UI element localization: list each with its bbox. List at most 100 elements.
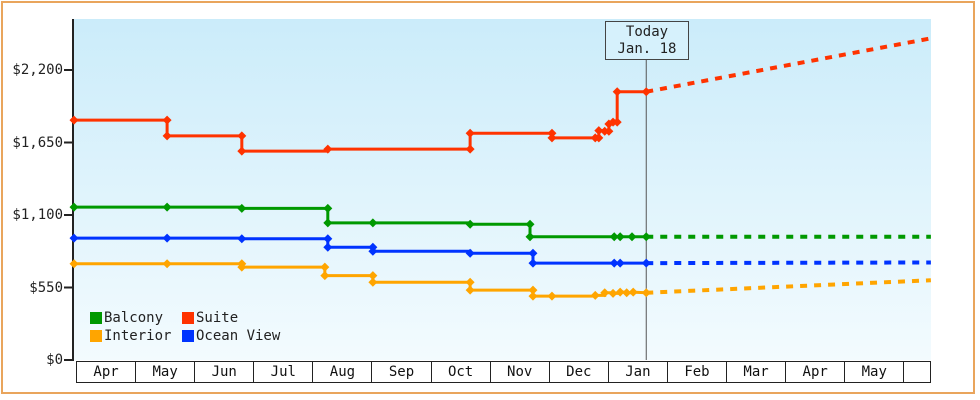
data-point-marker xyxy=(600,288,610,298)
legend-swatch-icon xyxy=(182,312,194,324)
chart-legend: Balcony Suite Interior Ocean View xyxy=(90,311,280,343)
data-point-marker xyxy=(641,232,651,242)
data-point-marker xyxy=(628,287,638,297)
legend-swatch-icon xyxy=(90,312,102,324)
data-point-marker xyxy=(237,203,247,213)
data-point-marker xyxy=(237,262,247,272)
data-point-marker xyxy=(604,126,614,136)
data-point-marker xyxy=(323,203,333,213)
data-point-marker xyxy=(615,258,625,268)
data-point-marker xyxy=(525,232,535,242)
data-point-marker xyxy=(594,126,604,136)
data-point-marker xyxy=(368,218,378,228)
price-line-interior xyxy=(74,262,647,298)
data-point-marker xyxy=(622,288,632,298)
data-point-marker xyxy=(69,233,79,243)
data-point-marker xyxy=(69,259,79,269)
legend-item-interior: Interior xyxy=(90,329,182,343)
data-point-marker xyxy=(525,219,535,229)
data-point-marker xyxy=(465,128,475,138)
data-point-marker xyxy=(528,285,538,295)
legend-label: Ocean View xyxy=(196,328,281,344)
data-point-marker xyxy=(323,234,333,244)
plot-area-background xyxy=(74,19,931,360)
data-point-marker xyxy=(641,87,651,97)
today-annotation-line1: Today xyxy=(625,23,669,40)
legend-swatch-icon xyxy=(90,330,102,342)
data-point-marker xyxy=(465,277,475,287)
data-point-marker xyxy=(368,277,378,287)
data-point-marker xyxy=(368,246,378,256)
month-label-oct: Oct xyxy=(430,362,490,382)
data-point-marker xyxy=(162,259,172,269)
data-point-marker xyxy=(547,128,557,138)
data-point-marker xyxy=(641,288,651,298)
data-point-marker xyxy=(162,202,172,212)
today-annotation-line2: Jan. 18 xyxy=(617,40,677,57)
data-point-marker xyxy=(162,131,172,141)
data-point-marker xyxy=(465,248,475,258)
data-point-marker xyxy=(237,234,247,244)
data-point-marker xyxy=(641,258,651,268)
page-border-frame xyxy=(1,1,975,394)
price-line-balcony xyxy=(74,205,647,239)
month-label-may: May xyxy=(844,362,903,382)
month-label-apr: Apr xyxy=(76,362,135,382)
data-point-marker xyxy=(162,115,172,125)
projection-line-ocean-view xyxy=(646,260,931,266)
month-label-jan: Jan xyxy=(607,362,667,382)
data-point-marker xyxy=(528,258,538,268)
month-label-jun: Jun xyxy=(194,362,253,382)
data-point-marker xyxy=(528,291,538,301)
legend-label: Interior xyxy=(104,328,172,344)
data-point-marker xyxy=(237,146,247,156)
data-point-marker xyxy=(465,144,475,154)
data-point-marker xyxy=(320,271,330,281)
legend-label: Suite xyxy=(196,310,239,326)
month-label-sep: Sep xyxy=(371,362,430,382)
month-label-mar: Mar xyxy=(726,362,785,382)
data-point-marker xyxy=(609,258,619,268)
legend-item-balcony: Balcony xyxy=(90,311,182,325)
month-label-aug: Aug xyxy=(312,362,371,382)
month-label-nov: Nov xyxy=(489,362,549,382)
data-point-marker xyxy=(465,219,475,229)
today-annotation-box: Today Jan. 18 xyxy=(605,21,689,60)
projection-line-suite xyxy=(645,36,932,94)
projection-line-interior xyxy=(646,278,931,295)
data-point-marker xyxy=(547,133,557,143)
data-point-marker xyxy=(320,262,330,272)
y-axis-tick-label: $0 xyxy=(46,352,63,368)
data-point-marker xyxy=(612,117,622,127)
data-point-marker xyxy=(609,232,619,242)
month-label-jul: Jul xyxy=(253,362,312,382)
month-label-may: May xyxy=(135,362,194,382)
data-point-marker xyxy=(237,131,247,141)
data-point-marker xyxy=(608,288,618,298)
price-line-suite xyxy=(74,90,647,153)
data-point-marker xyxy=(465,285,475,295)
month-label-dec: Dec xyxy=(548,362,608,382)
data-point-marker xyxy=(323,218,333,228)
month-label-apr: Apr xyxy=(785,362,844,382)
data-point-marker xyxy=(615,287,625,297)
y-axis-tick-label: $1,650 xyxy=(12,134,63,151)
legend-item-ocean-view: Ocean View xyxy=(182,329,280,343)
y-axis-tick-label: $1,100 xyxy=(12,207,63,223)
legend-swatch-icon xyxy=(182,330,194,342)
legend-label: Balcony xyxy=(104,310,164,326)
data-point-marker xyxy=(162,233,172,243)
price-line-ocean-view xyxy=(74,236,647,265)
data-point-marker xyxy=(594,133,604,143)
data-point-marker xyxy=(590,290,600,300)
data-point-marker xyxy=(69,202,79,212)
data-point-marker xyxy=(547,291,557,301)
data-point-marker xyxy=(323,242,333,252)
data-point-marker xyxy=(612,87,622,97)
data-point-marker xyxy=(627,232,637,242)
data-point-marker xyxy=(69,115,79,125)
data-point-marker xyxy=(368,271,378,281)
month-label-feb: Feb xyxy=(666,362,726,382)
month-label-empty xyxy=(903,362,931,382)
